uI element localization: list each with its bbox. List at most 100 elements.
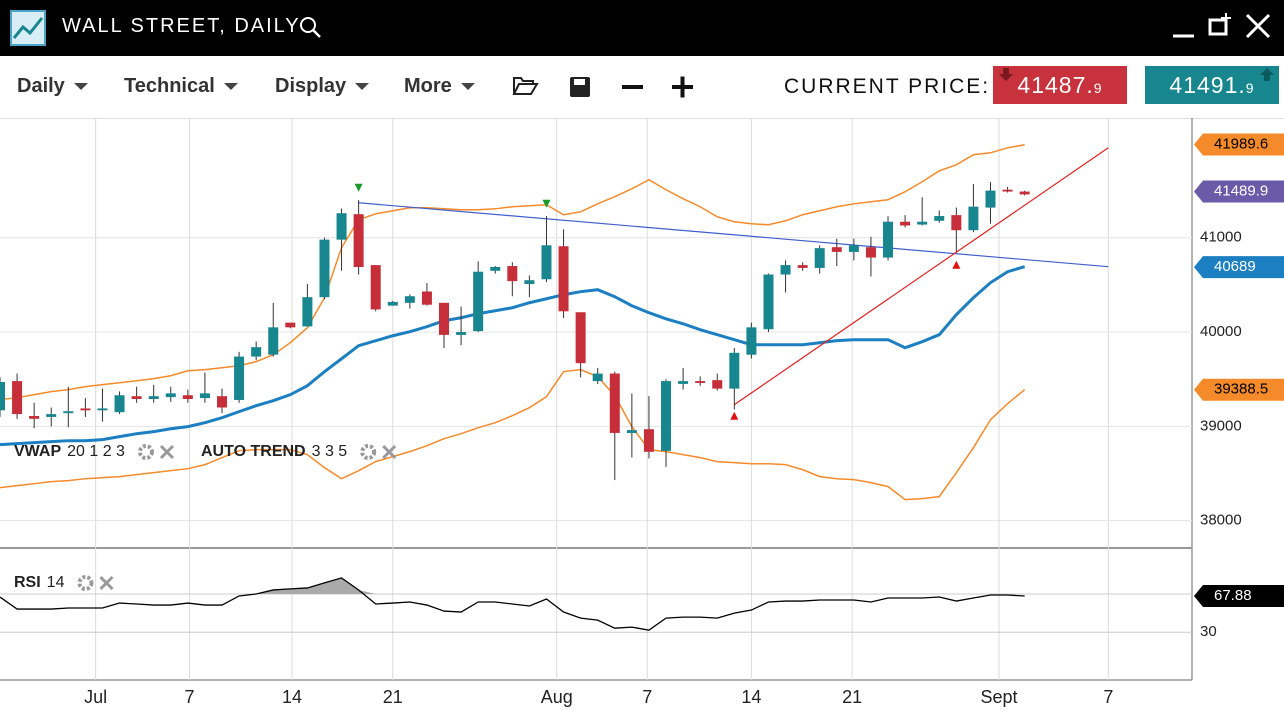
candle-body — [592, 373, 603, 382]
candle-body — [661, 381, 672, 451]
candle-body — [353, 214, 364, 267]
x-tick-label: Sept — [981, 687, 1018, 707]
restore-button[interactable] — [1208, 18, 1228, 36]
open-icon[interactable] — [512, 77, 539, 95]
y-tick-label: 41000 — [1200, 229, 1242, 246]
title-icons — [10, 10, 1271, 46]
x-tick-label: 14 — [741, 687, 761, 707]
buy-price[interactable]: 41491.9 — [1145, 66, 1279, 104]
price-flag-label: 40689 — [1214, 258, 1256, 275]
candle-body — [695, 381, 706, 383]
chart: Jul 7 14 21 Aug 7 14 21 Sept 7 38000 39000 40000 4100… — [0, 118, 1284, 707]
study-params: 14 — [47, 574, 65, 591]
trend-marker — [730, 411, 739, 420]
candle-body — [490, 266, 501, 271]
candle-body — [404, 296, 415, 303]
candle-body — [780, 265, 791, 275]
candle-body — [848, 245, 859, 252]
tool-icons — [512, 76, 693, 98]
save-icon-slot — [574, 79, 585, 85]
price-flag — [1194, 180, 1284, 203]
trend-line — [733, 147, 1109, 406]
search-icon-handle — [312, 29, 321, 38]
price-flag — [1194, 133, 1284, 156]
candle-body — [302, 297, 313, 327]
candle-body — [421, 291, 432, 305]
settings-button[interactable] — [360, 444, 377, 460]
candle-body — [883, 221, 894, 258]
candle-body — [114, 395, 125, 413]
zoom-out-button[interactable] — [622, 85, 643, 89]
candle-body — [97, 408, 108, 411]
remove-button[interactable] — [382, 444, 397, 460]
price-flag-label: 41989.6 — [1214, 135, 1268, 152]
price-flag — [1194, 378, 1284, 401]
study-name: RSI — [14, 574, 41, 591]
candle-body — [1002, 189, 1013, 192]
zoom-in-button — [680, 76, 685, 98]
y-tick-label: 30 — [1200, 623, 1217, 640]
candle-body — [473, 271, 484, 332]
close-button[interactable] — [1245, 13, 1271, 39]
remove-button[interactable] — [159, 444, 175, 460]
price-flag — [1194, 256, 1284, 279]
candle-body — [46, 414, 57, 417]
current-price-label: CURRENT PRICE: — [784, 75, 991, 98]
study-params: 3 3 5 — [312, 443, 348, 460]
trend-line — [358, 202, 1109, 268]
candle-body — [609, 373, 620, 433]
candle-body — [165, 393, 176, 398]
candle-body — [626, 430, 637, 433]
candle-body — [797, 265, 808, 268]
settings-button[interactable] — [77, 575, 94, 591]
x-tick-label: 7 — [642, 687, 652, 707]
candle-body — [63, 411, 74, 414]
candle-body — [336, 213, 347, 240]
remove-button[interactable] — [99, 575, 114, 591]
y-tick-label: 40000 — [1200, 323, 1242, 340]
candle-body — [729, 352, 740, 389]
overlay-line — [0, 265, 1026, 447]
logo — [10, 10, 46, 46]
candle-body — [131, 396, 142, 400]
grid — [0, 118, 1192, 680]
logo-mark — [12, 17, 44, 39]
candle-body — [643, 429, 654, 452]
study-name: VWAP — [14, 443, 61, 460]
candle-body — [0, 382, 5, 411]
overbought-area — [0, 577, 1025, 594]
candle-body — [268, 327, 279, 355]
price-flag-label: 41489.9 — [1214, 183, 1268, 200]
x-tick-label: 7 — [1103, 687, 1113, 707]
study-name: AUTO TREND — [201, 443, 306, 460]
menu-item[interactable]: Display — [275, 75, 369, 98]
search-icon[interactable] — [300, 17, 316, 33]
candle-body — [319, 239, 330, 298]
menu-item[interactable]: Daily — [17, 75, 88, 98]
trend-marker — [542, 199, 551, 208]
x-tick-label: 14 — [282, 687, 302, 707]
candle-body — [199, 393, 210, 399]
candle-body — [678, 381, 689, 384]
candle-body — [1019, 191, 1030, 195]
x-tick-label: 7 — [185, 687, 195, 707]
menu-item[interactable]: More — [404, 75, 475, 98]
candle-body — [387, 301, 398, 306]
candle-body — [507, 266, 518, 282]
candle-body — [575, 312, 586, 364]
settings-button[interactable] — [137, 444, 154, 460]
candle-body — [917, 221, 928, 225]
candle-body — [900, 221, 911, 226]
menu-item[interactable]: Technical — [124, 75, 238, 98]
candle-body — [968, 206, 979, 231]
candle-body — [370, 265, 381, 310]
trend-marker — [952, 260, 961, 269]
x-tick-label: 21 — [842, 687, 862, 707]
sell-price[interactable]: 41487.9 — [993, 66, 1127, 104]
candle-body — [934, 216, 945, 221]
x-tick-label: Aug — [541, 687, 573, 707]
window-title: WALL STREET, DAILY — [62, 15, 301, 37]
overlay-line — [0, 368, 1026, 501]
candle-body — [217, 396, 228, 408]
